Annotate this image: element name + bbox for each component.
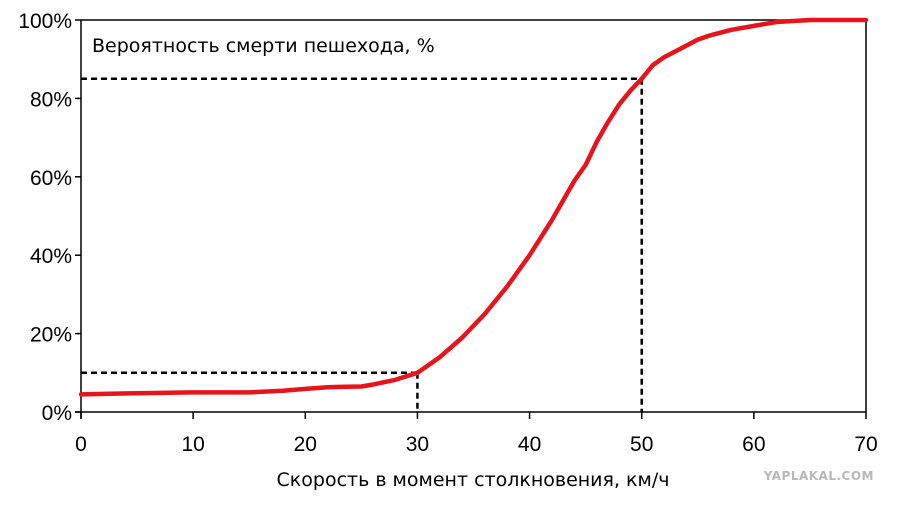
- x-tick-label: 20: [294, 433, 317, 456]
- x-axis-label: Скорость в момент столкновения, км/ч: [277, 469, 670, 491]
- y-tick-label: 100%: [18, 10, 72, 33]
- x-tick-label: 40: [518, 433, 541, 456]
- y-tick-label: 80%: [30, 88, 72, 111]
- y-tick-label: 20%: [30, 324, 72, 347]
- series: [78, 17, 869, 397]
- y-tick-label: 40%: [30, 245, 72, 268]
- x-tick-label: 30: [406, 433, 429, 456]
- y-tick-label: 60%: [30, 167, 72, 190]
- x-tick-label: 70: [854, 433, 877, 456]
- x-tick-label: 50: [630, 433, 653, 456]
- axes: 0% 20% 40% 60% 80% 100% 0 10 20 30 40 50 60 70: [18, 10, 877, 456]
- y-tick-label: 0%: [42, 402, 72, 425]
- x-tick-label: 0: [75, 433, 87, 456]
- series-line: [78, 17, 869, 397]
- reference-lines: [81, 77, 643, 412]
- watermark: YAPLAKAL.COM: [763, 469, 874, 483]
- chart-title: Вероятность смерти пешехода, %: [92, 35, 435, 57]
- x-tick-label: 10: [181, 433, 204, 456]
- x-tick-label: 60: [742, 433, 765, 456]
